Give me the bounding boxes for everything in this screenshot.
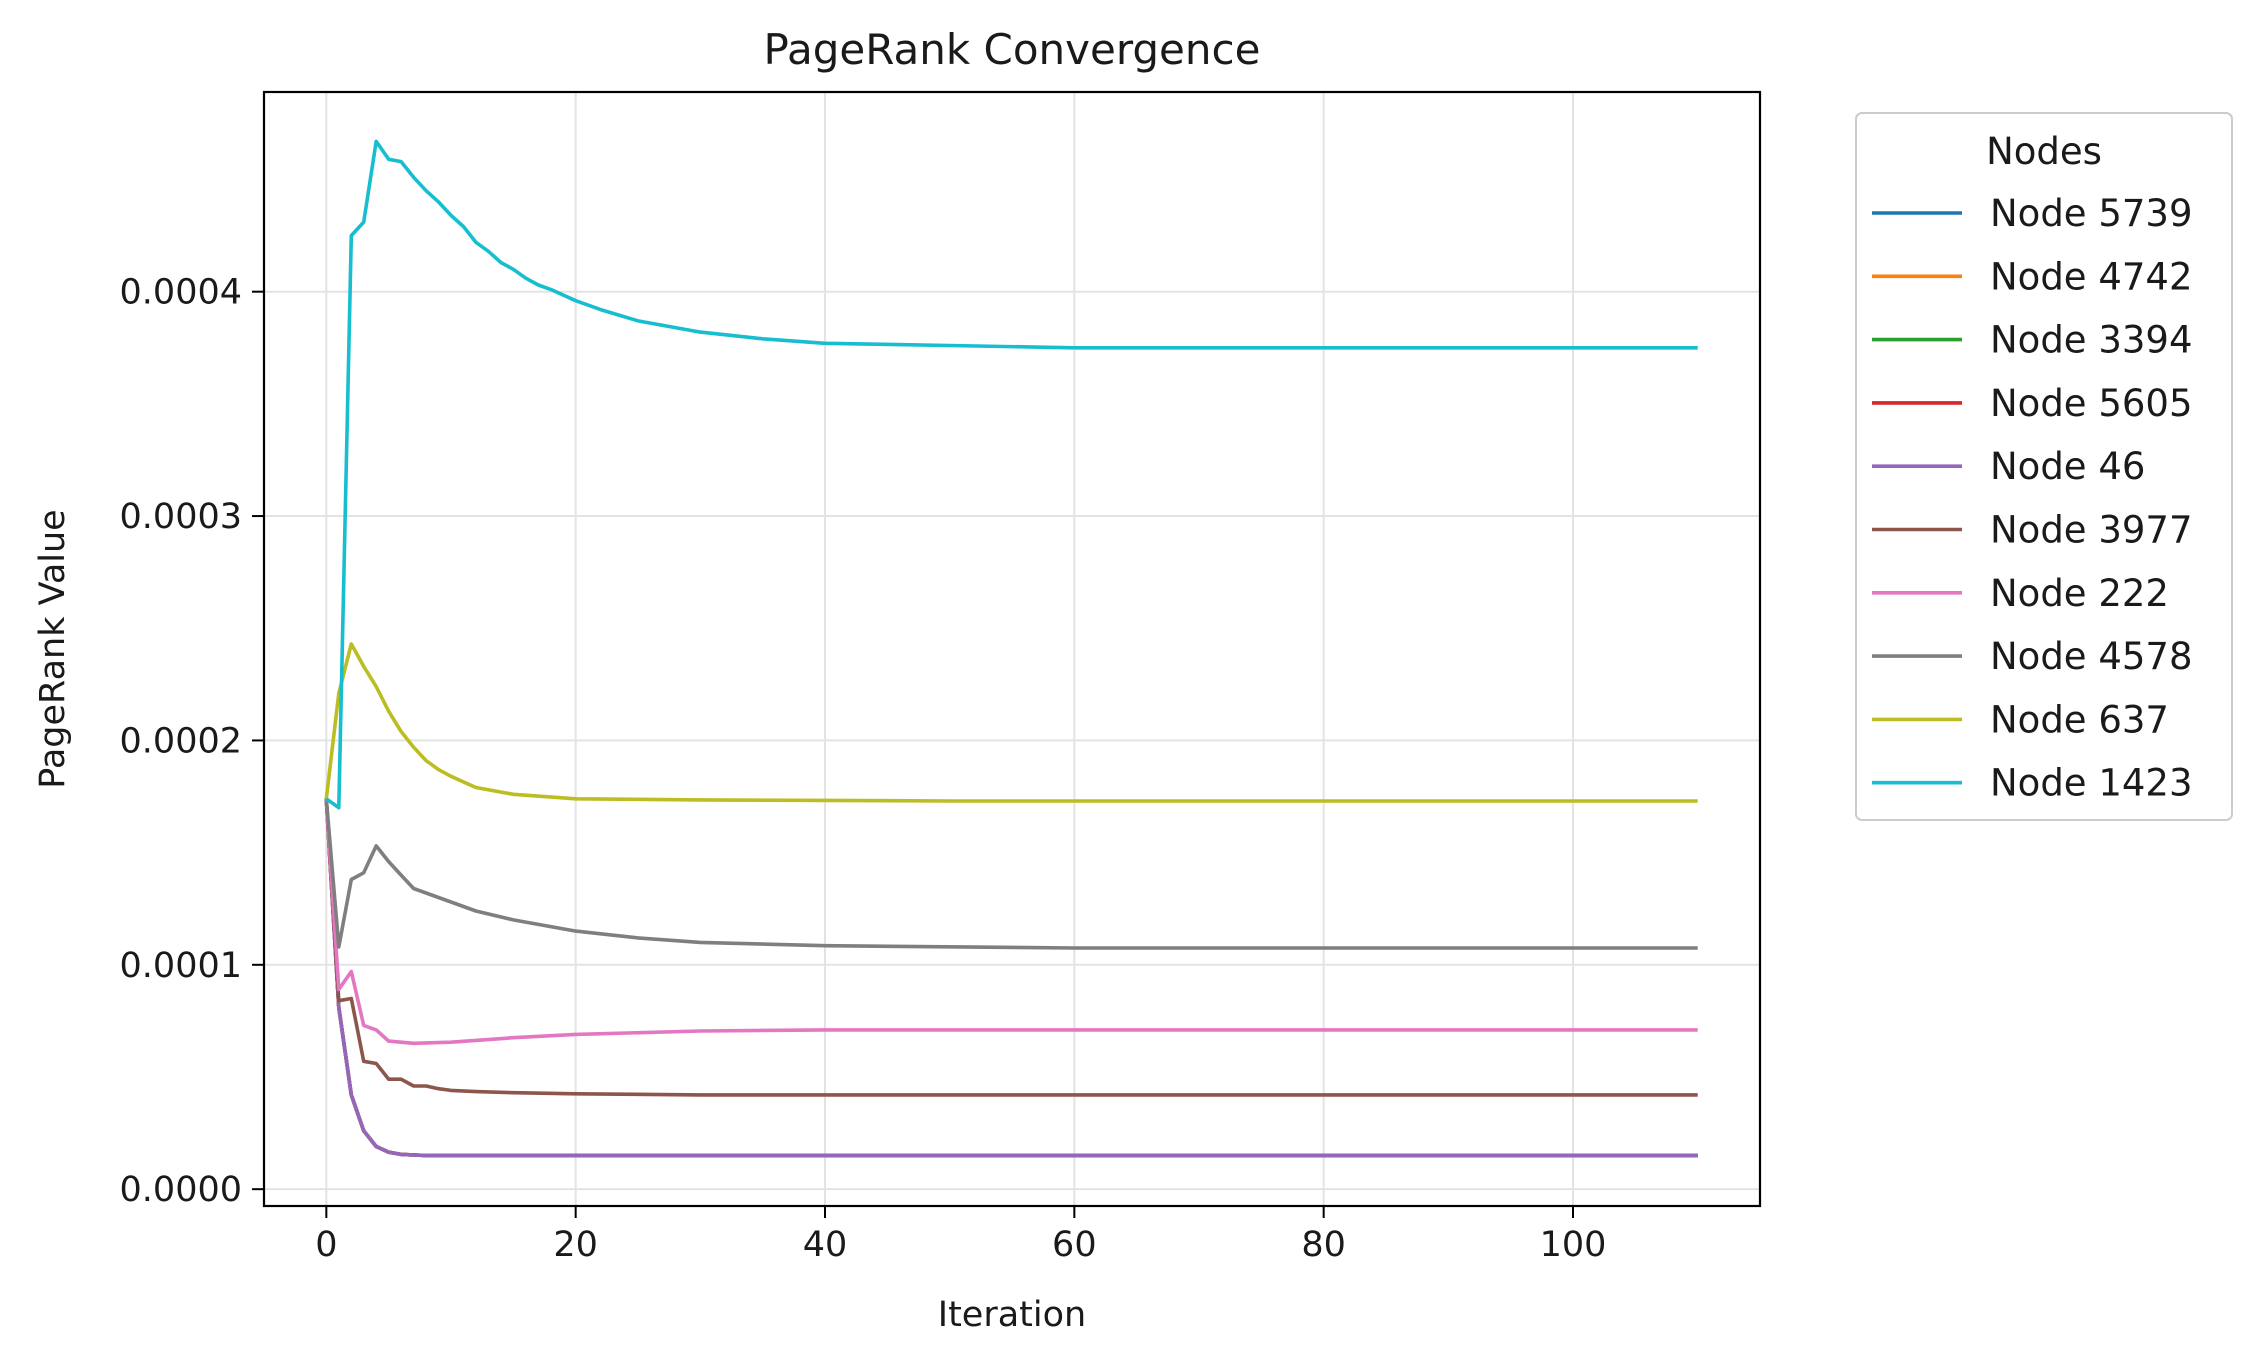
x-tick-label: 60 bbox=[1052, 1225, 1097, 1265]
legend-label: Node 637 bbox=[1990, 698, 2169, 741]
plot-area-frame bbox=[262, 90, 1762, 1208]
legend: Nodes Node 5739 Node 4742 Node 3394 Node 56… bbox=[1855, 112, 2233, 821]
x-tick-label: 20 bbox=[553, 1225, 598, 1265]
chart-title: PageRank Convergence bbox=[764, 25, 1261, 74]
legend-title: Nodes bbox=[1986, 130, 2102, 173]
legend-box bbox=[1855, 112, 2233, 821]
x-axis-title: Iteration bbox=[938, 1295, 1086, 1335]
legend-label: Node 3977 bbox=[1990, 509, 2193, 552]
y-tick-label: 0.0001 bbox=[120, 946, 242, 986]
legend-label: Node 4578 bbox=[1990, 635, 2193, 678]
x-tick-label: 100 bbox=[1540, 1225, 1607, 1265]
y-axis-title: PageRank Value bbox=[33, 509, 73, 788]
legend-label: Node 3394 bbox=[1990, 319, 2193, 362]
legend-label: Node 4742 bbox=[1990, 255, 2193, 298]
legend-label: Node 5739 bbox=[1990, 192, 2193, 235]
y-tick-label: 0.0002 bbox=[120, 721, 242, 761]
series-line bbox=[324, 798, 1698, 1046]
legend-label: Node 46 bbox=[1990, 445, 2145, 488]
x-tick-label: 40 bbox=[803, 1225, 848, 1265]
legend-label: Node 222 bbox=[1990, 572, 2169, 615]
series-line bbox=[324, 798, 1698, 950]
grid bbox=[264, 92, 1760, 1206]
series-line bbox=[324, 798, 1698, 1158]
legend-items: Node 5739 Node 4742 Node 3394 Node 5605 Node… bbox=[1872, 192, 2193, 805]
series-line bbox=[325, 139, 1698, 810]
x-tick-label: 80 bbox=[1301, 1225, 1346, 1265]
y-tick-label: 0.0003 bbox=[120, 497, 242, 537]
series-line bbox=[324, 798, 1698, 1097]
legend-label: Node 1423 bbox=[1990, 762, 2193, 805]
y-tick-label: 0.0004 bbox=[120, 273, 242, 313]
legend-label: Node 5605 bbox=[1990, 382, 2193, 425]
x-tick-label: 0 bbox=[315, 1225, 337, 1265]
series-lines bbox=[324, 139, 1698, 1158]
series-line bbox=[324, 642, 1698, 803]
y-tick-label: 0.0000 bbox=[120, 1170, 242, 1210]
axis-ticks: 0 20 40 60 80 100 0.0000 0.0001 0.0002 0.0003 0.00… bbox=[120, 273, 1607, 1265]
